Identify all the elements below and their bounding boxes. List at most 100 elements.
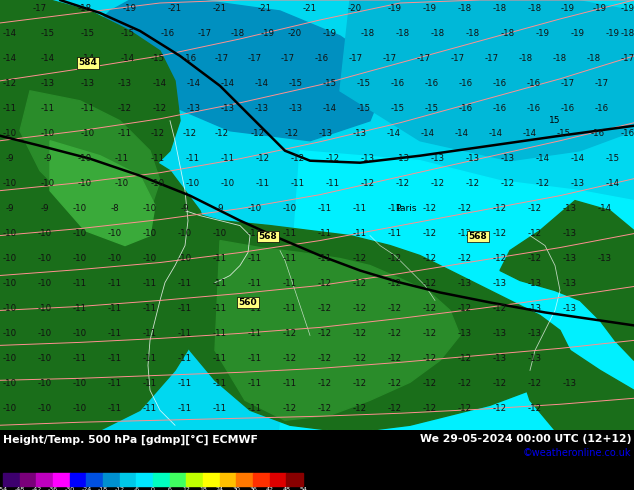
Text: -12: -12 bbox=[388, 329, 402, 338]
Bar bbox=[53, 473, 70, 486]
Text: -14: -14 bbox=[3, 54, 17, 63]
Text: -12: -12 bbox=[151, 129, 165, 138]
Text: -11: -11 bbox=[108, 329, 122, 338]
Text: -13: -13 bbox=[493, 329, 507, 338]
Text: -14: -14 bbox=[255, 79, 269, 88]
Text: -17: -17 bbox=[417, 54, 431, 63]
Text: -10: -10 bbox=[41, 129, 55, 138]
Text: 30: 30 bbox=[233, 487, 240, 490]
Text: -13: -13 bbox=[563, 204, 577, 213]
Text: -12: -12 bbox=[353, 329, 367, 338]
Text: -24: -24 bbox=[81, 487, 91, 490]
Text: -11: -11 bbox=[178, 304, 192, 313]
Polygon shape bbox=[280, 151, 634, 430]
Text: -14: -14 bbox=[387, 129, 401, 138]
Text: -11: -11 bbox=[353, 229, 367, 238]
Text: -10: -10 bbox=[38, 279, 52, 288]
Text: -18: -18 bbox=[78, 4, 92, 14]
Text: 0: 0 bbox=[151, 487, 155, 490]
Polygon shape bbox=[215, 241, 460, 420]
Text: -11: -11 bbox=[318, 204, 332, 213]
Text: -19: -19 bbox=[606, 29, 620, 38]
Text: -13: -13 bbox=[289, 104, 303, 113]
Text: -13: -13 bbox=[501, 154, 515, 163]
Text: 24: 24 bbox=[216, 487, 224, 490]
Text: -12: -12 bbox=[493, 254, 507, 263]
Text: -54: -54 bbox=[0, 487, 8, 490]
Text: -12: -12 bbox=[431, 179, 445, 188]
Text: -12: -12 bbox=[458, 354, 472, 363]
Polygon shape bbox=[520, 330, 634, 430]
Text: 6: 6 bbox=[168, 487, 172, 490]
Text: -18: -18 bbox=[98, 487, 108, 490]
Bar bbox=[153, 473, 170, 486]
Text: -10: -10 bbox=[186, 179, 200, 188]
Text: -11: -11 bbox=[213, 379, 227, 388]
Bar bbox=[253, 473, 269, 486]
Text: -18: -18 bbox=[361, 29, 375, 38]
Text: -13: -13 bbox=[361, 154, 375, 163]
Text: -12: -12 bbox=[3, 79, 17, 88]
Text: -18: -18 bbox=[553, 54, 567, 63]
Text: -14: -14 bbox=[455, 129, 469, 138]
Text: -12: -12 bbox=[318, 304, 332, 313]
Text: -12: -12 bbox=[353, 379, 367, 388]
Text: -18: -18 bbox=[396, 29, 410, 38]
Text: -15: -15 bbox=[121, 29, 135, 38]
Text: -12: -12 bbox=[283, 329, 297, 338]
Text: -12: -12 bbox=[318, 379, 332, 388]
Text: -10: -10 bbox=[221, 179, 235, 188]
Text: -9: -9 bbox=[6, 204, 14, 213]
Text: -14: -14 bbox=[41, 54, 55, 63]
Text: -12: -12 bbox=[466, 179, 480, 188]
Text: -17: -17 bbox=[248, 54, 262, 63]
Text: -12: -12 bbox=[493, 379, 507, 388]
Text: -12: -12 bbox=[283, 404, 297, 413]
Bar bbox=[269, 473, 287, 486]
Text: -9: -9 bbox=[216, 204, 224, 213]
Text: -18: -18 bbox=[458, 4, 472, 14]
Text: -21: -21 bbox=[303, 4, 317, 14]
Text: -11: -11 bbox=[248, 279, 262, 288]
Text: -36: -36 bbox=[48, 487, 58, 490]
Text: -11: -11 bbox=[73, 354, 87, 363]
Text: -12: -12 bbox=[458, 304, 472, 313]
Text: -19: -19 bbox=[261, 29, 275, 38]
Text: -11: -11 bbox=[213, 254, 227, 263]
Text: -15: -15 bbox=[81, 29, 95, 38]
Text: -12: -12 bbox=[423, 254, 437, 263]
Text: -18: -18 bbox=[528, 4, 542, 14]
Text: -13: -13 bbox=[493, 279, 507, 288]
Text: -19: -19 bbox=[388, 4, 402, 14]
Text: -16: -16 bbox=[459, 104, 473, 113]
Text: -11: -11 bbox=[143, 354, 157, 363]
Text: -15: -15 bbox=[606, 154, 620, 163]
Polygon shape bbox=[0, 0, 180, 231]
Text: -10: -10 bbox=[3, 279, 17, 288]
Text: -11: -11 bbox=[318, 254, 332, 263]
Text: -19: -19 bbox=[593, 4, 607, 14]
Text: -10: -10 bbox=[283, 204, 297, 213]
Text: -10: -10 bbox=[73, 329, 87, 338]
Text: -21: -21 bbox=[213, 4, 227, 14]
Text: -18: -18 bbox=[231, 29, 245, 38]
Bar bbox=[103, 473, 120, 486]
Text: -11: -11 bbox=[41, 104, 55, 113]
Text: -16: -16 bbox=[459, 79, 473, 88]
Text: -21: -21 bbox=[168, 4, 182, 14]
Text: -12: -12 bbox=[501, 179, 515, 188]
Text: -12: -12 bbox=[423, 279, 437, 288]
Text: -11: -11 bbox=[221, 154, 235, 163]
Text: -19: -19 bbox=[536, 29, 550, 38]
Text: -11: -11 bbox=[3, 104, 17, 113]
Text: -12: -12 bbox=[458, 379, 472, 388]
Text: -17: -17 bbox=[349, 54, 363, 63]
Text: -6: -6 bbox=[133, 487, 139, 490]
Text: -12: -12 bbox=[153, 104, 167, 113]
Text: -15: -15 bbox=[41, 29, 55, 38]
Text: -10: -10 bbox=[38, 404, 52, 413]
Text: -11: -11 bbox=[143, 379, 157, 388]
Text: -13: -13 bbox=[41, 79, 55, 88]
Text: -13: -13 bbox=[221, 104, 235, 113]
Text: -12: -12 bbox=[423, 304, 437, 313]
